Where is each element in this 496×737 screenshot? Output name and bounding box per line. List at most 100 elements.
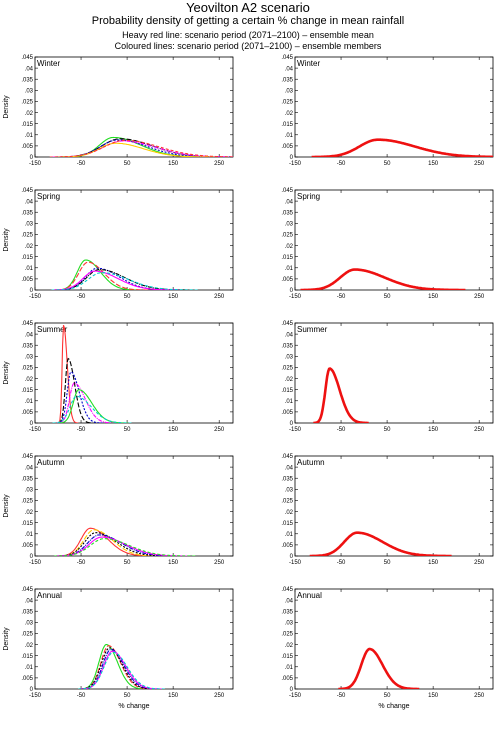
- ensemble-mean-line: [309, 531, 452, 556]
- x-tick-label: -50: [77, 560, 86, 566]
- x-tick-label: 50: [124, 161, 131, 167]
- y-tick-label: .005: [21, 676, 33, 682]
- y-tick-label: 0: [30, 288, 34, 294]
- y-tick-label: .025: [281, 366, 293, 372]
- ensemble-mean-line: [311, 138, 493, 157]
- member-series-line: [53, 138, 233, 157]
- y-tick-label: .005: [21, 144, 33, 150]
- y-tick-label: .025: [21, 100, 33, 106]
- y-tick-label: .03: [25, 89, 34, 95]
- x-tick-label: -50: [337, 427, 346, 433]
- y-tick-label: .035: [281, 210, 293, 216]
- y-tick-label: 0: [30, 421, 34, 427]
- y-tick-label: .005: [281, 543, 293, 549]
- x-tick-label: -150: [29, 294, 42, 300]
- y-tick-label: .01: [25, 133, 34, 139]
- x-tick-label: 50: [384, 294, 391, 300]
- y-tick-label: .045: [21, 587, 33, 593]
- y-tick-label: .03: [25, 355, 34, 361]
- x-tick-label: 50: [384, 693, 391, 699]
- series-group: [313, 367, 369, 423]
- y-tick-label: 0: [290, 554, 294, 560]
- y-tick-label: .025: [281, 100, 293, 106]
- y-tick-label: 0: [30, 687, 34, 693]
- x-tick-label: 150: [428, 693, 439, 699]
- season-label: Winter: [297, 59, 320, 68]
- season-label: Annual: [37, 591, 62, 600]
- x-tick-label: 50: [384, 560, 391, 566]
- y-tick-label: .005: [281, 410, 293, 416]
- x-tick-label: 250: [474, 560, 485, 566]
- member-series-line: [52, 395, 132, 423]
- y-tick-label: 0: [290, 421, 294, 427]
- y-axis-label: Density: [3, 494, 10, 518]
- panel-spring-mean: 0 .005 .01 .015 .02 .025 .03 .035 .04 .045 -150 -50…: [281, 188, 494, 300]
- x-tick-label: -150: [289, 294, 302, 300]
- panel-winter-members: 0 .005 .01 .015 .02 .025 .03 .035 .04 .045 -150 -50…: [3, 55, 234, 167]
- panel-summer-members: 0 .005 .01 .015 .02 .025 .03 .035 .04 .045 -150 -50…: [3, 321, 234, 433]
- x-tick-label: -50: [337, 294, 346, 300]
- member-series-line: [78, 651, 166, 689]
- x-tick-label: 150: [428, 161, 439, 167]
- y-tick-label: .015: [21, 255, 33, 261]
- y-tick-label: .005: [21, 410, 33, 416]
- y-tick-label: .015: [21, 388, 33, 394]
- y-axis-label: Density: [3, 361, 10, 385]
- member-series-line: [57, 357, 94, 423]
- y-tick-label: .025: [281, 499, 293, 505]
- y-tick-label: .01: [285, 665, 294, 671]
- y-tick-label: .005: [281, 144, 293, 150]
- plot-frame: [34, 189, 234, 291]
- y-tick-label: .03: [25, 488, 34, 494]
- x-tick-label: 250: [474, 693, 485, 699]
- y-tick-label: .045: [281, 55, 293, 61]
- season-label: Summer: [37, 325, 68, 334]
- plot-frame: [294, 455, 494, 557]
- y-axis-label: Density: [3, 228, 10, 252]
- season-label: Winter: [37, 59, 60, 68]
- y-tick-label: .01: [25, 399, 34, 405]
- y-tick-label: .015: [281, 654, 293, 660]
- figure-note-mean: Heavy red line: scenario period (2071–21…: [122, 30, 374, 40]
- x-tick-label: 50: [124, 560, 131, 566]
- y-tick-label: .035: [21, 210, 33, 216]
- y-tick-label: .03: [25, 621, 34, 627]
- y-tick-label: .01: [285, 133, 294, 139]
- y-tick-label: .01: [25, 266, 34, 272]
- plot-frame: [34, 322, 234, 424]
- y-tick-label: .045: [21, 321, 33, 327]
- panel-summer-mean: 0 .005 .01 .015 .02 .025 .03 .035 .04 .045 -150 -50…: [281, 321, 494, 433]
- figure-subtitle: Probability density of getting a certain…: [91, 15, 405, 27]
- y-tick-label: .01: [285, 399, 294, 405]
- x-tick-label: 50: [124, 427, 131, 433]
- member-series-line: [78, 644, 150, 689]
- y-tick-label: .01: [25, 532, 34, 538]
- y-tick-label: .005: [21, 543, 33, 549]
- y-tick-label: .01: [285, 266, 294, 272]
- y-tick-label: 0: [30, 155, 34, 161]
- member-series-line: [54, 538, 197, 556]
- y-tick-label: .035: [21, 609, 33, 615]
- member-series-line: [49, 139, 233, 157]
- series-group: [309, 531, 452, 556]
- y-tick-label: .015: [281, 388, 293, 394]
- y-tick-label: .025: [21, 233, 33, 239]
- x-tick-label: 50: [384, 161, 391, 167]
- y-tick-label: .015: [21, 521, 33, 527]
- x-tick-label: 50: [384, 427, 391, 433]
- panel-annual-members: 0 .005 .01 .015 .02 .025 .03 .035 .04 .045 -150 -50…: [3, 587, 234, 710]
- series-group: [54, 527, 197, 556]
- y-tick-label: .02: [285, 111, 294, 117]
- x-tick-label: 150: [428, 427, 439, 433]
- x-tick-label: -50: [337, 161, 346, 167]
- member-series-line: [54, 259, 141, 290]
- y-tick-label: .04: [285, 465, 294, 471]
- y-tick-label: .045: [281, 454, 293, 460]
- y-tick-label: .005: [281, 676, 293, 682]
- y-tick-label: .02: [285, 377, 294, 383]
- y-tick-label: 0: [290, 288, 294, 294]
- ensemble-mean-line: [313, 367, 369, 423]
- y-tick-label: .02: [285, 244, 294, 250]
- x-tick-label: -50: [77, 693, 86, 699]
- x-tick-label: 250: [214, 560, 225, 566]
